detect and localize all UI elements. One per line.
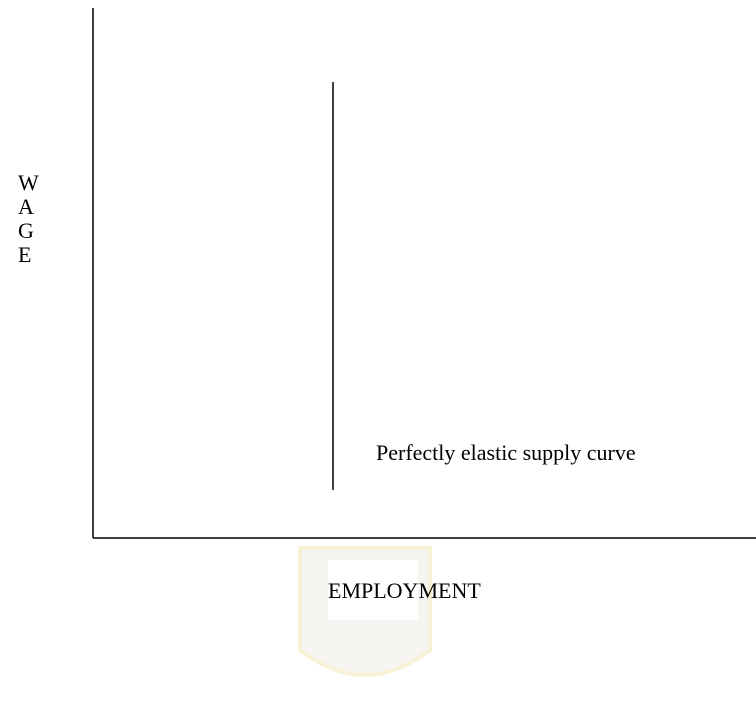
x-axis-label: EMPLOYMENT [328, 578, 481, 603]
y-axis-letter: A [18, 194, 34, 219]
y-axis-letter: W [18, 170, 39, 195]
y-axis-letter: E [18, 242, 31, 267]
watermark-shield [298, 546, 432, 677]
watermark-panel [328, 560, 418, 620]
watermark [298, 546, 432, 677]
y-axis-letter: G [18, 218, 34, 243]
annotation: Perfectly elastic supply curve [376, 440, 636, 465]
